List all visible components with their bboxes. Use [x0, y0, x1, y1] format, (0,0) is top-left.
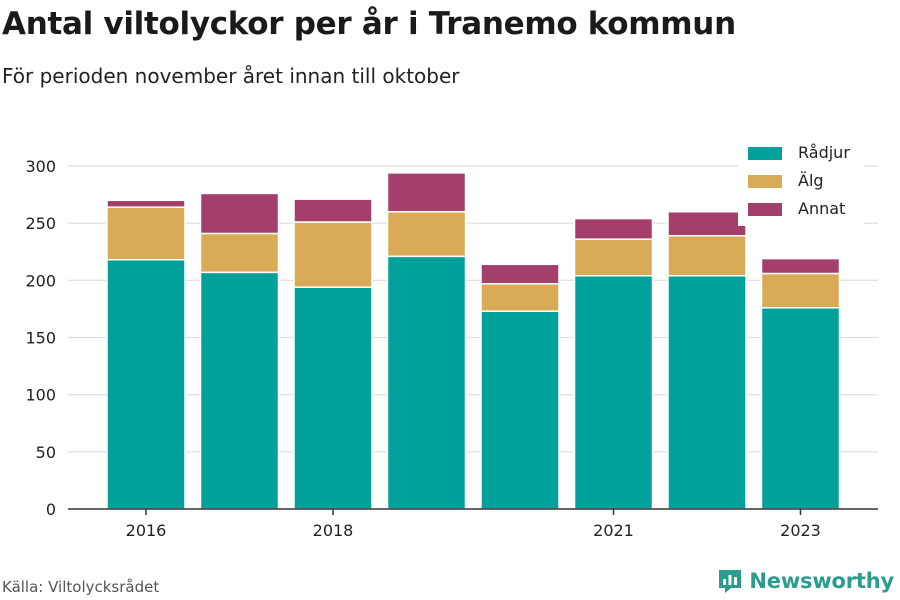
bar-segment-alg — [480, 283, 560, 312]
y-tick-label: 300 — [25, 157, 56, 176]
bar-segment-alg — [106, 206, 186, 261]
chart-subtitle: För perioden november året innan till ok… — [2, 64, 460, 88]
bar-segment-alg — [386, 210, 467, 258]
bar-segment-annat — [199, 192, 280, 235]
legend-swatch-radjur — [748, 147, 782, 160]
brand-name: Newsworthy — [749, 569, 894, 593]
y-tick-label: 0 — [46, 500, 56, 519]
newsworthy-logo-icon — [719, 570, 742, 593]
brand-logo: Newsworthy — [717, 568, 894, 594]
bar-segment-radjur — [760, 307, 841, 510]
bars — [106, 172, 841, 510]
source-note: Källa: Viltolycksrådet — [2, 578, 160, 596]
x-tick-label: 2016 — [126, 521, 167, 540]
x-tick-label: 2023 — [780, 521, 821, 540]
bar-segment-annat — [573, 217, 654, 240]
bar-segment-radjur — [106, 259, 186, 510]
bar-segment-annat — [293, 198, 373, 223]
bar-segment-radjur — [480, 310, 560, 510]
bar-segment-alg — [199, 232, 280, 274]
bar-segment-annat — [480, 263, 560, 285]
legend-swatch-alg — [748, 175, 782, 188]
y-tick-label: 150 — [25, 329, 56, 348]
legend: Rådjur Älg Annat — [738, 140, 864, 226]
bar-segment-annat — [760, 257, 841, 275]
legend-label: Annat — [798, 199, 845, 218]
bar-segment-radjur — [386, 255, 467, 510]
bar-segment-radjur — [293, 286, 373, 510]
bar-segment-alg — [760, 272, 841, 309]
bar-segment-radjur — [573, 275, 654, 510]
bar-segment-radjur — [667, 275, 747, 510]
bar-segment-annat — [106, 199, 186, 208]
chart-title: Antal viltolyckor per år i Tranemo kommu… — [2, 6, 736, 42]
y-tick-label: 50 — [36, 443, 56, 462]
legend-label: Rådjur — [798, 143, 850, 162]
bar-segment-radjur — [199, 271, 280, 510]
axes: 0 50 100 150 200 250 300 2016 2018 2021 2023 — [25, 157, 878, 540]
y-tick-label: 250 — [25, 214, 56, 233]
y-tick-label: 200 — [25, 271, 56, 290]
bar-segment-alg — [293, 221, 373, 288]
y-tick-label: 100 — [25, 386, 56, 405]
x-tick-label: 2018 — [313, 521, 354, 540]
x-tick-label: 2021 — [593, 521, 634, 540]
bar-segment-alg — [667, 234, 747, 277]
legend-swatch-annat — [748, 203, 782, 216]
legend-label: Älg — [798, 171, 824, 190]
bar-segment-alg — [573, 238, 654, 277]
bar-segment-annat — [386, 172, 467, 213]
bar-segment-annat — [667, 210, 747, 237]
